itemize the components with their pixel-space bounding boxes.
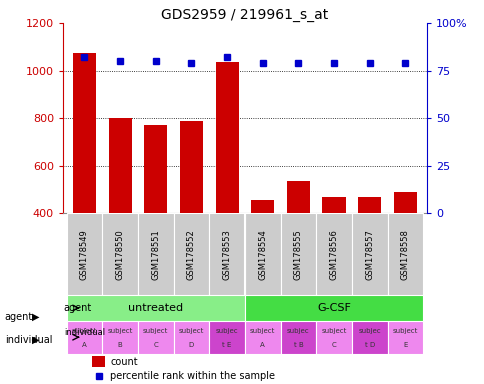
Bar [244,214,280,295]
Bar [66,295,244,321]
Bar [173,321,209,354]
Text: subject: subject [392,328,417,334]
Title: GDS2959 / 219961_s_at: GDS2959 / 219961_s_at [161,8,328,22]
Text: A: A [260,343,265,348]
Bar [209,321,244,354]
Text: GSM178556: GSM178556 [329,229,338,280]
Bar [215,62,238,214]
Bar [316,321,351,354]
Text: count: count [110,356,137,366]
Text: subject: subject [107,328,133,334]
Bar [387,214,423,295]
Text: t B: t B [293,343,302,348]
Text: D: D [188,343,194,348]
Bar [102,214,137,295]
Bar [351,214,387,295]
Text: ▶: ▶ [31,312,39,322]
Bar [280,214,316,295]
Text: GSM178554: GSM178554 [257,229,267,280]
Bar [137,214,173,295]
Text: A: A [82,343,87,348]
Text: subjec: subjec [358,328,380,334]
Bar [357,197,380,214]
Text: individual: individual [63,328,105,337]
Text: B: B [118,343,122,348]
Text: GSM178558: GSM178558 [400,229,409,280]
Text: GSM178555: GSM178555 [293,229,302,280]
Text: subject: subject [143,328,168,334]
Bar [351,321,387,354]
Text: subject: subject [250,328,275,334]
Text: GSM178551: GSM178551 [151,229,160,280]
Text: G-CSF: G-CSF [317,303,350,313]
Bar [144,126,167,214]
Bar [63,295,84,321]
Bar [173,214,209,295]
Bar [393,192,416,214]
Text: E: E [402,343,407,348]
Text: subject: subject [72,328,97,334]
Text: subjec: subjec [287,328,309,334]
Bar [63,321,84,354]
Bar [244,321,280,354]
Text: t E: t E [222,343,231,348]
Bar [137,321,173,354]
Text: GSM178553: GSM178553 [222,229,231,280]
Bar [280,321,316,354]
Text: untreated: untreated [128,303,183,313]
Text: individual: individual [5,335,52,345]
Bar [108,118,132,214]
Text: ▶: ▶ [31,335,39,345]
Text: agent: agent [5,312,33,322]
Bar [244,295,423,321]
Bar [387,321,423,354]
Text: C: C [153,343,158,348]
Text: t D: t D [364,343,374,348]
Bar [286,181,309,214]
Text: C: C [331,343,336,348]
Text: subject: subject [321,328,346,334]
Bar [66,321,102,354]
Text: GSM178557: GSM178557 [364,229,374,280]
Bar [66,214,102,295]
Text: percentile rank within the sample: percentile rank within the sample [110,371,275,381]
Bar [180,121,203,214]
Bar [322,197,345,214]
Text: GSM178552: GSM178552 [186,229,196,280]
Text: subjec: subjec [215,328,238,334]
Text: GSM178550: GSM178550 [115,229,124,280]
Bar [316,214,351,295]
Bar [209,214,244,295]
Text: agent: agent [63,303,92,313]
Bar [251,200,274,214]
Bar [92,356,105,367]
Bar [102,321,137,354]
Bar [73,53,96,214]
Text: GSM178549: GSM178549 [80,229,89,280]
Text: subject: subject [179,328,204,334]
